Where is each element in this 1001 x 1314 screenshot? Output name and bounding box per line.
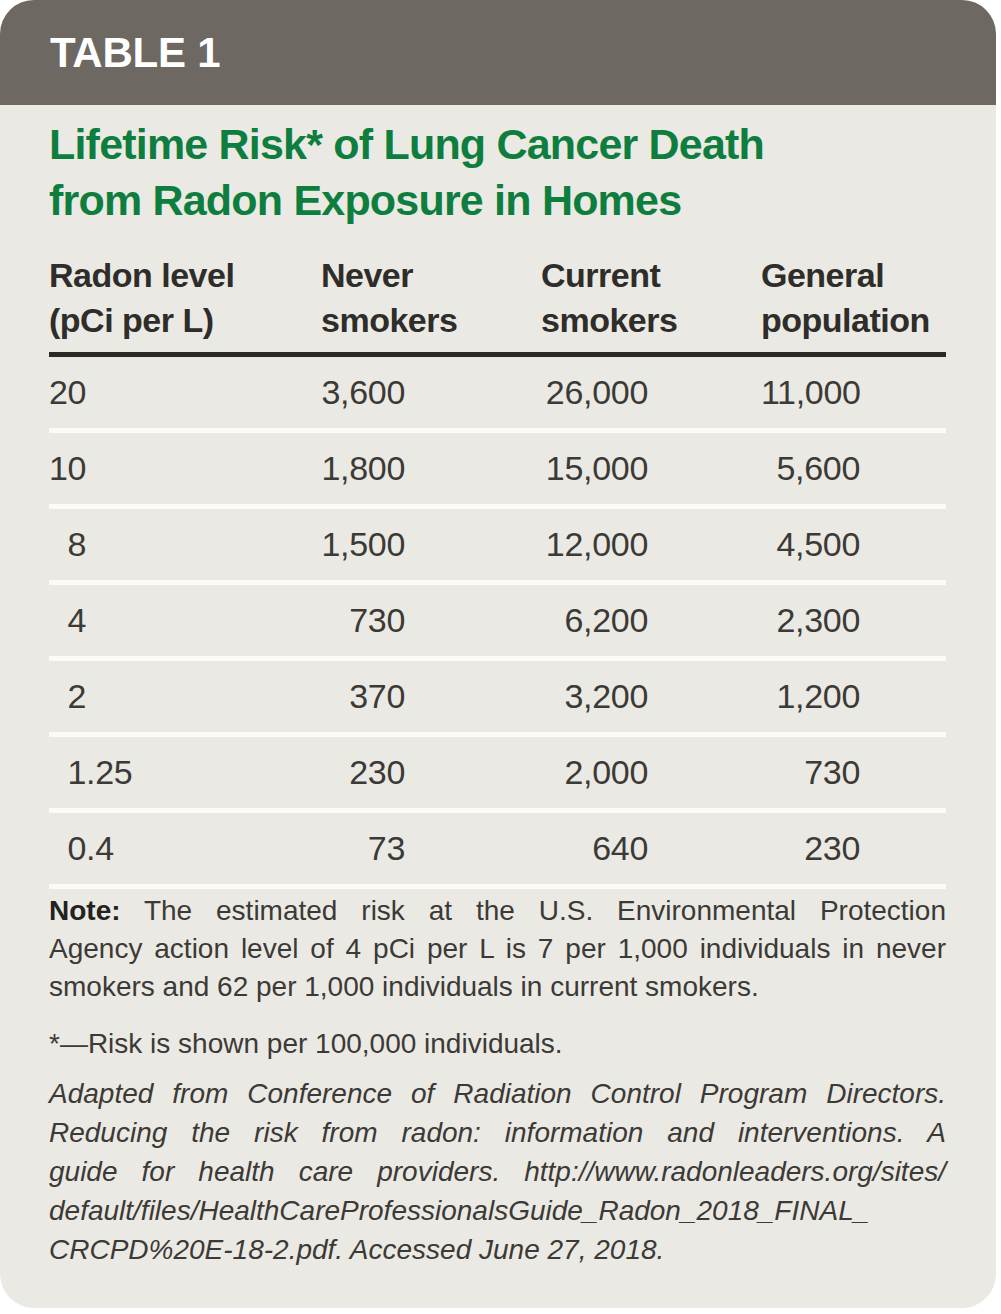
risk-value: 3,600 [321, 373, 541, 412]
risk-value: 1,500 [321, 525, 541, 564]
table-row: 23703,2001,200 [49, 661, 946, 737]
risk-value: 2,300 [761, 601, 946, 640]
source-line: CRCPD%20E-18-2.pdf. Accessed June 27, 20… [49, 1230, 946, 1269]
table-row: 47306,2002,300 [49, 585, 946, 661]
table-row: 101,80015,0005,600 [49, 433, 946, 509]
risk-value: 73 [321, 829, 541, 868]
table-row: 1.252302,000730 [49, 737, 946, 813]
radon-level-value: 2 [49, 677, 321, 716]
risk-value: 2,000 [541, 753, 761, 792]
risk-value: 12,000 [541, 525, 761, 564]
table-card: TABLE 1 Lifetime Risk* of Lung Cancer De… [0, 0, 996, 1308]
note-label: Note: [49, 895, 121, 926]
table-number-label: TABLE 1 [50, 29, 221, 77]
radon-level-value: 20 [49, 373, 321, 412]
note-line: Agency action level of 4 pCi per L is 7 … [49, 930, 946, 968]
radon-level-value: 4 [49, 601, 321, 640]
table-row: 0.473640230 [49, 813, 946, 889]
note-paragraph: Note: The estimated risk at the U.S. Env… [49, 892, 946, 1006]
risk-value: 730 [761, 753, 946, 792]
risk-value: 26,000 [541, 373, 761, 412]
radon-level-value: 10 [49, 449, 321, 488]
radon-level-value: 0.4 [49, 829, 321, 868]
risk-value: 4,500 [761, 525, 946, 564]
column-header-never-smokers: Neversmokers [321, 253, 541, 343]
note-line: Note: The estimated risk at the U.S. Env… [49, 892, 946, 930]
risk-value: 11,000 [761, 373, 946, 412]
risk-value: 640 [541, 829, 761, 868]
column-header-general-population: Generalpopulation [761, 253, 946, 343]
table-body: Lifetime Risk* of Lung Cancer Deathfrom … [0, 116, 996, 1269]
source-line: guide for health care providers. http://… [49, 1152, 946, 1191]
source-line: default/files/HealthCareProfessionalsGui… [49, 1191, 946, 1230]
risk-value: 1,200 [761, 677, 946, 716]
risk-value: 6,200 [541, 601, 761, 640]
radon-level-value: 1.25 [49, 753, 321, 792]
table-rows: 203,60026,00011,000101,80015,0005,60081,… [49, 357, 946, 889]
risk-value: 230 [761, 829, 946, 868]
risk-value: 15,000 [541, 449, 761, 488]
risk-value: 230 [321, 753, 541, 792]
table-row: 81,50012,0004,500 [49, 509, 946, 585]
table-header-bar: TABLE 1 [0, 0, 996, 105]
table-column-headers: Radon level(pCi per L)NeversmokersCurren… [49, 253, 946, 343]
column-header-current-smokers: Currentsmokers [541, 253, 761, 343]
source-citation: Adapted from Conference of Radiation Con… [49, 1074, 946, 1269]
risk-value: 370 [321, 677, 541, 716]
risk-value: 5,600 [761, 449, 946, 488]
source-line: Adapted from Conference of Radiation Con… [49, 1074, 946, 1113]
risk-value: 730 [321, 601, 541, 640]
risk-value: 1,800 [321, 449, 541, 488]
data-table: Radon level(pCi per L)NeversmokersCurren… [49, 253, 946, 889]
table-row: 203,60026,00011,000 [49, 357, 946, 433]
table-title: Lifetime Risk* of Lung Cancer Deathfrom … [49, 116, 946, 228]
column-header-radon-level: Radon level(pCi per L) [49, 253, 321, 343]
footnote-text: *—Risk is shown per 100,000 individuals. [49, 1028, 946, 1059]
risk-value: 3,200 [541, 677, 761, 716]
note-line: smokers and 62 per 1,000 individuals in … [49, 968, 946, 1006]
radon-level-value: 8 [49, 525, 321, 564]
source-line: Reducing the risk from radon: informatio… [49, 1113, 946, 1152]
